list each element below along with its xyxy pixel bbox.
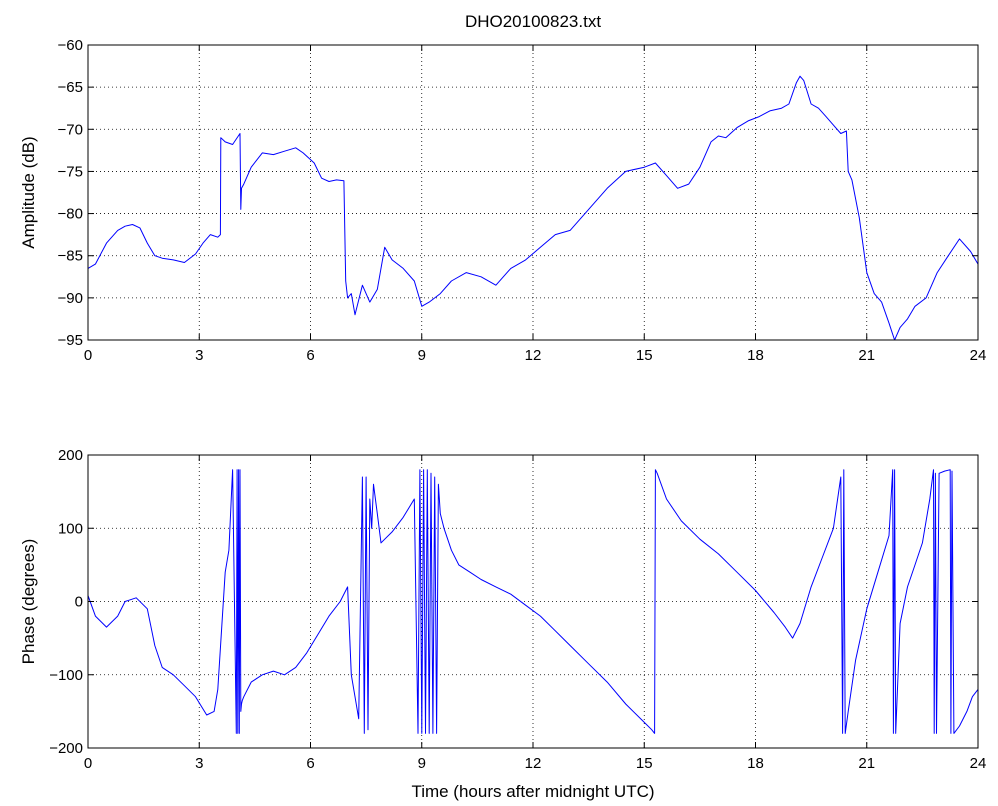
phase-x-tick-label: 18 bbox=[747, 755, 764, 772]
phase-y-tick-label: 100 bbox=[58, 520, 83, 537]
phase-x-tick-label: 15 bbox=[636, 755, 653, 772]
phase-panel: 0 3 6 9 12 15 18 21 24 −200 −100 0 100 200 Phase (degr… bbox=[19, 447, 986, 801]
phase-y-tick-label: −200 bbox=[49, 740, 83, 757]
phase-y-tick-label: 0 bbox=[75, 594, 83, 611]
amplitude-y-tick-label: −65 bbox=[58, 79, 83, 96]
amplitude-y-tick-label: −95 bbox=[58, 332, 83, 349]
phase-y-axis-label: Phase (degrees) bbox=[19, 539, 38, 665]
amplitude-x-tick-label: 18 bbox=[747, 347, 764, 364]
amplitude-y-tick-label: −85 bbox=[58, 248, 83, 265]
chart-title: DHO20100823.txt bbox=[465, 12, 601, 31]
phase-series-line bbox=[88, 469, 978, 734]
amplitude-panel: 0 3 6 9 12 15 18 21 24 −95 −90 −85 −80 −75 −70 −65 −60 DH… bbox=[19, 12, 986, 364]
phase-y-tick-label: 200 bbox=[58, 447, 83, 464]
amplitude-x-tick-label: 24 bbox=[970, 347, 987, 364]
phase-x-tick-label: 9 bbox=[418, 755, 426, 772]
amplitude-x-tick-label: 6 bbox=[306, 347, 314, 364]
phase-x-tick-label: 12 bbox=[525, 755, 542, 772]
phase-x-tick-label: 6 bbox=[306, 755, 314, 772]
phase-x-tick-label: 21 bbox=[858, 755, 875, 772]
amplitude-y-tick-label: −80 bbox=[58, 206, 83, 223]
phase-x-tick-label: 3 bbox=[195, 755, 203, 772]
amplitude-x-tick-label: 15 bbox=[636, 347, 653, 364]
phase-x-tick-label: 24 bbox=[970, 755, 987, 772]
phase-x-tick-label: 0 bbox=[84, 755, 92, 772]
amplitude-x-tick-label: 9 bbox=[418, 347, 426, 364]
amplitude-y-tick-label: −60 bbox=[58, 37, 83, 54]
amplitude-x-tick-label: 12 bbox=[525, 347, 542, 364]
amplitude-x-tick-label: 0 bbox=[84, 347, 92, 364]
amplitude-x-tick-label: 3 bbox=[195, 347, 203, 364]
phase-y-tick-label: −100 bbox=[49, 667, 83, 684]
amplitude-y-axis-label: Amplitude (dB) bbox=[19, 136, 38, 248]
phase-x-axis-label: Time (hours after midnight UTC) bbox=[411, 782, 654, 801]
amplitude-y-tick-label: −90 bbox=[58, 290, 83, 307]
amplitude-plot-area bbox=[88, 45, 978, 340]
amplitude-y-tick-label: −75 bbox=[58, 163, 83, 180]
amplitude-series-line bbox=[88, 75, 978, 340]
amplitude-x-tick-label: 21 bbox=[858, 347, 875, 364]
amplitude-y-tick-label: −70 bbox=[58, 121, 83, 138]
